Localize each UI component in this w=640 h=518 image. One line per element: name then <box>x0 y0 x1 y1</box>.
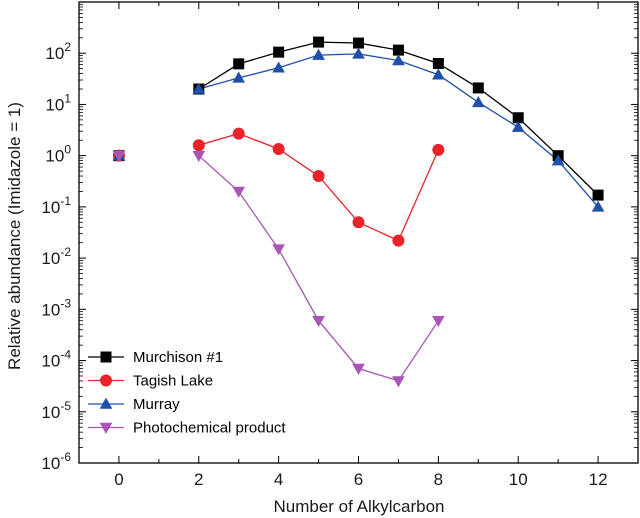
data-point <box>551 154 565 166</box>
y-tick-label: 10-4 <box>41 348 71 371</box>
data-point <box>312 170 325 183</box>
data-point <box>273 46 285 58</box>
legend-marker <box>99 397 113 409</box>
data-point <box>192 139 205 152</box>
data-point <box>352 216 365 229</box>
data-point <box>272 244 285 256</box>
x-tick-label: 8 <box>434 470 443 489</box>
data-point <box>432 143 445 156</box>
data-point <box>312 315 325 328</box>
data-point <box>272 61 285 73</box>
legend-marker <box>99 422 113 434</box>
data-point <box>471 95 485 108</box>
plot-frame <box>78 1 639 464</box>
y-tick-label: 10-6 <box>41 450 71 473</box>
x-tick-label: 12 <box>589 470 608 489</box>
x-tick-label: 6 <box>354 470 363 489</box>
data-point <box>232 127 245 140</box>
legend-marker <box>100 374 112 387</box>
plot-markers <box>112 36 605 388</box>
data-point <box>392 54 405 66</box>
data-point <box>511 120 525 132</box>
x-axis-title: Number of Alkylcarbon <box>273 497 444 516</box>
data-point <box>352 363 365 375</box>
y-tick-label: 100 <box>45 143 71 166</box>
data-point <box>352 47 365 59</box>
data-point <box>272 142 285 155</box>
y-tick-label: 10-1 <box>41 194 71 217</box>
data-point <box>112 150 126 162</box>
data-point <box>192 150 206 162</box>
series-line-2 <box>198 53 599 208</box>
legend-marker <box>100 351 112 363</box>
plot-lines <box>198 41 599 382</box>
y-tick-label: 101 <box>45 91 71 114</box>
legend-label: Tagish Lake <box>133 373 213 390</box>
data-point <box>392 44 404 56</box>
data-point <box>432 68 445 80</box>
data-point <box>192 82 206 94</box>
legend-label: Murray <box>133 396 180 413</box>
data-point <box>232 186 246 198</box>
x-tick-label: 0 <box>114 470 123 489</box>
data-point <box>392 376 405 388</box>
y-tick-label: 10-5 <box>41 399 71 422</box>
data-point <box>512 112 524 124</box>
legend-label: Murchison #1 <box>133 349 223 366</box>
data-point <box>312 48 325 60</box>
x-tick-label: 4 <box>274 470 283 489</box>
data-point <box>233 58 245 70</box>
y-tick-label: 10-2 <box>41 245 71 268</box>
data-point <box>432 58 444 70</box>
y-tick-label: 102 <box>45 40 71 63</box>
x-tick-label: 10 <box>509 470 528 489</box>
y-tick-label: 10-3 <box>41 296 71 319</box>
data-point <box>591 200 605 212</box>
data-point <box>432 315 445 328</box>
data-point <box>353 37 364 49</box>
data-point <box>472 82 484 94</box>
legend: Murchison #1 Tagish Lake Murray Photochemic… <box>88 349 286 437</box>
axes: 0 2 4 6 8 10 12 10-6 10-5 10-4 10-3 10-2 10-1 100 101 1… <box>41 1 639 489</box>
data-point <box>592 189 604 201</box>
x-tick-label: 2 <box>194 470 203 489</box>
data-point <box>313 36 325 48</box>
data-point <box>232 71 246 83</box>
legend-label: Photochemical product <box>133 420 286 437</box>
y-axis-title: Relative abundance (Imidazole = 1) <box>5 102 24 370</box>
data-point <box>392 234 405 247</box>
